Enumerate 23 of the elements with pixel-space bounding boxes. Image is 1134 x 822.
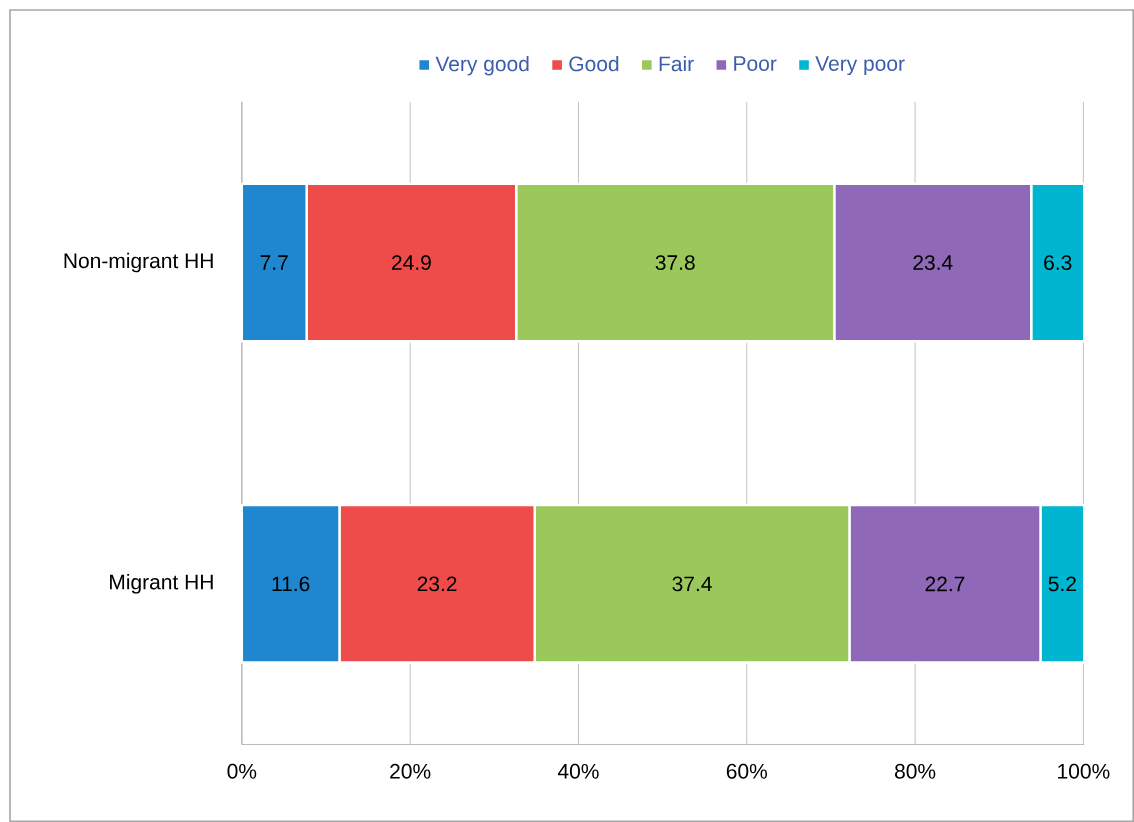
data-label: 37.8: [655, 255, 695, 270]
x-tick-label: 0%: [227, 763, 257, 779]
legend-label: Poor: [734, 56, 777, 71]
data-label: 22.7: [925, 576, 965, 592]
x-tick-label: 80%: [894, 763, 936, 779]
data-label: 11.6: [272, 576, 310, 592]
data-label: 5.2: [1048, 576, 1076, 592]
y-tick-label: Non-migrant HH: [64, 252, 213, 273]
data-label: 37.4: [672, 576, 712, 592]
x-tick-label: 20%: [390, 763, 431, 779]
data-label: 23.2: [417, 576, 457, 592]
legend-label: Good: [569, 55, 619, 72]
legend-label: Fair: [659, 55, 694, 72]
x-tick-label: 60%: [726, 763, 767, 779]
x-tick-label: 40%: [557, 763, 599, 779]
data-label: 6.3: [1044, 255, 1072, 270]
data-label: 23.4: [913, 255, 953, 270]
legend-label: Very good: [435, 55, 529, 76]
y-tick-label: Migrant HH: [110, 573, 213, 594]
legend-label: Very poor: [815, 56, 905, 75]
data-label: 7.7: [260, 255, 288, 270]
data-label: 24.9: [392, 255, 431, 270]
x-tick-label: 100%: [1058, 763, 1110, 779]
